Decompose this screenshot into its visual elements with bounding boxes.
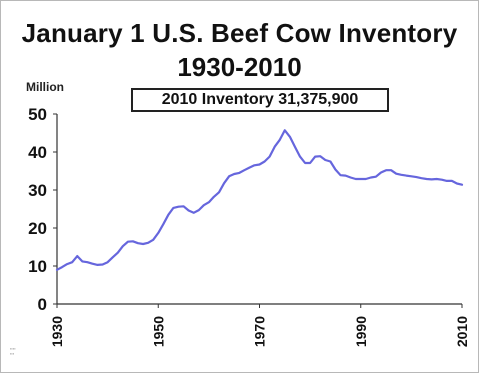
y-tick-label: 0 bbox=[38, 295, 47, 314]
source-logo: ▪▪▪▪ ▪▪▪ bbox=[10, 346, 16, 356]
x-tick-label: 1930 bbox=[49, 316, 65, 347]
y-tick-label: 40 bbox=[28, 143, 47, 162]
y-tick-label: 50 bbox=[28, 105, 47, 124]
x-tick-label: 1970 bbox=[252, 316, 268, 347]
y-tick-label: 30 bbox=[28, 181, 47, 200]
y-tick-label: 10 bbox=[28, 257, 47, 276]
x-tick-label: 1990 bbox=[353, 316, 369, 347]
x-tick-label: 1950 bbox=[150, 316, 166, 347]
y-axis-label: Million bbox=[26, 80, 64, 94]
beef-cow-inventory-line bbox=[55, 129, 464, 271]
chart-subtitle: 1930-2010 bbox=[177, 52, 302, 82]
chart-title: January 1 U.S. Beef Cow Inventory bbox=[21, 18, 458, 48]
inventory-callout: 2010 Inventory 31,375,900 bbox=[131, 88, 389, 112]
x-tick-labels: 1930 1950 1970 1990 2010 bbox=[49, 316, 470, 347]
x-tick-label: 2010 bbox=[454, 316, 470, 347]
y-tick-label: 20 bbox=[28, 219, 47, 238]
chart-axes bbox=[53, 113, 463, 308]
y-tick-labels: 0 10 20 30 40 50 bbox=[28, 105, 47, 314]
series-layer bbox=[55, 129, 464, 271]
